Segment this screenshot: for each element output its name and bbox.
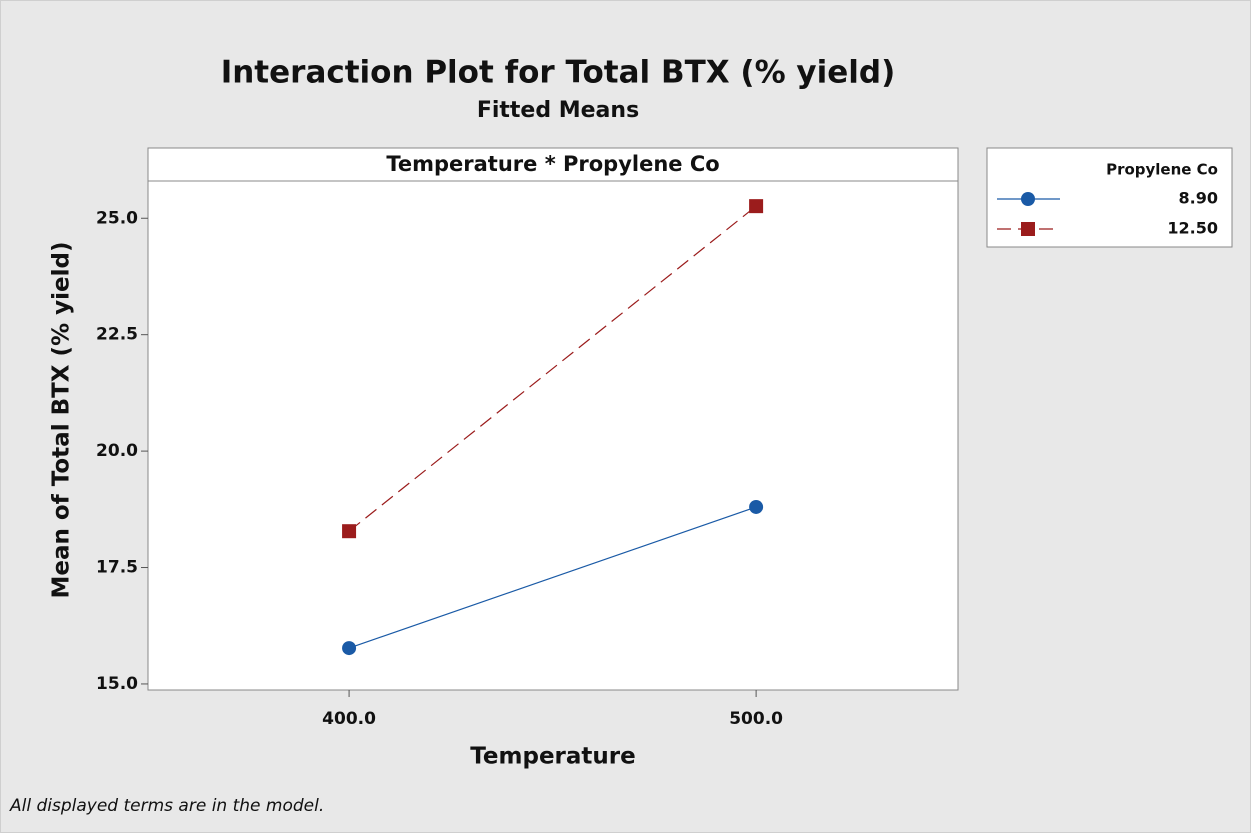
marker bbox=[342, 524, 357, 539]
legend-label: 12.50 bbox=[1167, 219, 1218, 238]
legend-title: Propylene Co bbox=[1106, 161, 1218, 179]
legend-label: 8.90 bbox=[1179, 189, 1218, 208]
y-tick-label: 20.0 bbox=[96, 441, 138, 461]
marker bbox=[749, 199, 764, 214]
series-line bbox=[348, 506, 757, 649]
panel-title: Temperature * Propylene Co bbox=[386, 152, 719, 176]
y-axis-label: Mean of Total BTX (% yield) bbox=[49, 242, 75, 599]
marker bbox=[342, 641, 357, 656]
legend-marker bbox=[1021, 222, 1035, 236]
y-tick-label: 22.5 bbox=[96, 325, 138, 345]
y-tick-label: 25.0 bbox=[96, 208, 138, 228]
marker bbox=[749, 499, 764, 514]
plot-area bbox=[147, 147, 959, 691]
chart-subtitle: Fitted Means bbox=[477, 98, 639, 123]
y-tick-label: 17.5 bbox=[96, 558, 138, 578]
x-tick-label: 500.0 bbox=[729, 709, 783, 729]
series-line bbox=[348, 205, 757, 532]
chart-title: Interaction Plot for Total BTX (% yield) bbox=[221, 55, 896, 91]
x-axis-label: Temperature bbox=[470, 744, 635, 770]
y-tick-label: 15.0 bbox=[96, 674, 138, 694]
x-tick-label: 400.0 bbox=[322, 709, 376, 729]
footnote: All displayed terms are in the model. bbox=[9, 796, 324, 816]
legend-marker bbox=[1021, 192, 1035, 206]
